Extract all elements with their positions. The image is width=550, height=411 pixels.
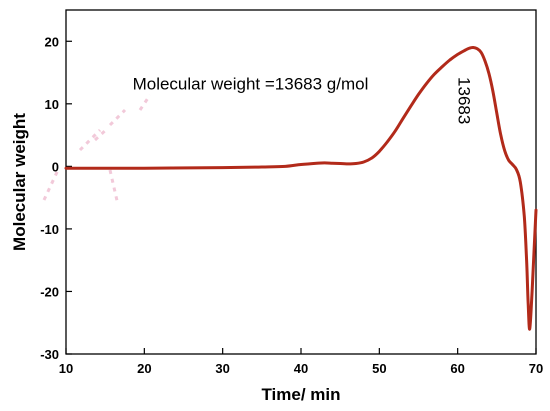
y-tick-label: 0 — [52, 159, 59, 174]
y-tick-label: -20 — [40, 284, 59, 299]
y-axis: -30 -20 -10 0 10 20 — [40, 34, 72, 362]
x-tick-label: 70 — [529, 361, 543, 376]
x-tick-label: 40 — [294, 361, 308, 376]
y-axis-title: Molecular weight — [10, 113, 29, 251]
watermark-mark — [93, 126, 110, 142]
x-axis: 10 20 30 40 50 60 70 — [59, 348, 543, 376]
x-tick-label: 30 — [215, 361, 229, 376]
watermark-mark — [138, 94, 152, 111]
annotation-molecular-weight: Molecular weight =13683 g/mol — [133, 74, 369, 93]
watermark-mark — [42, 169, 60, 201]
x-tick-label: 60 — [450, 361, 464, 376]
watermark-mark — [108, 108, 127, 127]
y-tick-label: -30 — [40, 347, 59, 362]
x-axis-title: Time/ min — [261, 385, 340, 404]
watermark-mark — [108, 169, 120, 206]
plot-area-frame — [65, 9, 537, 355]
watermark — [42, 94, 152, 206]
y-tick-label: -10 — [40, 222, 59, 237]
y-tick-label: 10 — [45, 97, 59, 112]
series-line — [64, 45, 538, 331]
annotation-peak-value: 13683 — [454, 77, 473, 124]
x-tick-label: 10 — [59, 361, 73, 376]
y-tick-label: 20 — [45, 34, 59, 49]
x-tick-label: 50 — [372, 361, 386, 376]
x-tick-label: 20 — [137, 361, 151, 376]
